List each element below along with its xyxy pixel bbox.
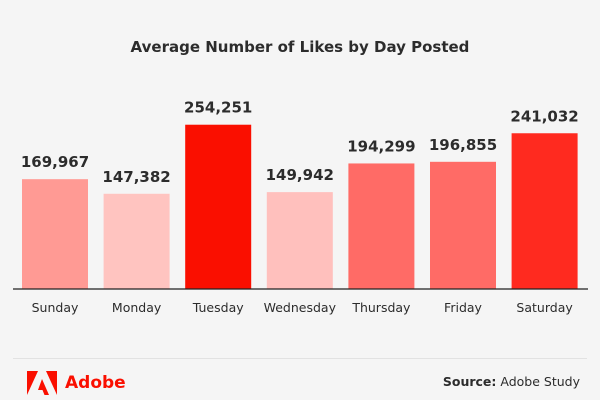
x-tick-label: Friday [444,300,482,315]
chart-title: Average Number of Likes by Day Posted [130,38,470,56]
x-tick-label: Monday [112,300,162,315]
adobe-logo-icon [27,371,57,395]
x-tick-label: Sunday [32,300,79,315]
bar-monday [103,193,170,289]
x-tick-label: Saturday [516,300,573,315]
bar-friday [430,161,496,289]
bar-thursday [348,163,415,289]
source-note: Source: Adobe Study [443,374,580,389]
data-label: 254,251 [184,99,252,117]
data-label: 196,855 [429,136,497,154]
bar-tuesday [185,124,252,289]
bar-chart: 169,967 Sunday 147,382 Monday 254,251 Tuesday… [13,99,588,315]
bar-saturday [511,133,578,289]
x-tick-label: Tuesday [192,300,244,315]
data-label: 194,299 [347,137,415,155]
data-label: 147,382 [102,168,170,186]
source-value: Adobe Study [500,374,580,389]
divider [13,358,587,359]
data-label: 241,032 [510,107,578,125]
bar-wednesday [266,192,333,289]
x-tick-label: Wednesday [264,300,337,315]
data-label: 149,942 [266,166,334,184]
brand-name: Adobe [65,373,126,393]
x-tick-label: Thursday [351,300,411,315]
data-label: 169,967 [21,153,89,171]
source-label: Source: [442,374,497,389]
adobe-logo: Adobe [27,371,126,395]
bar-sunday [22,179,88,289]
